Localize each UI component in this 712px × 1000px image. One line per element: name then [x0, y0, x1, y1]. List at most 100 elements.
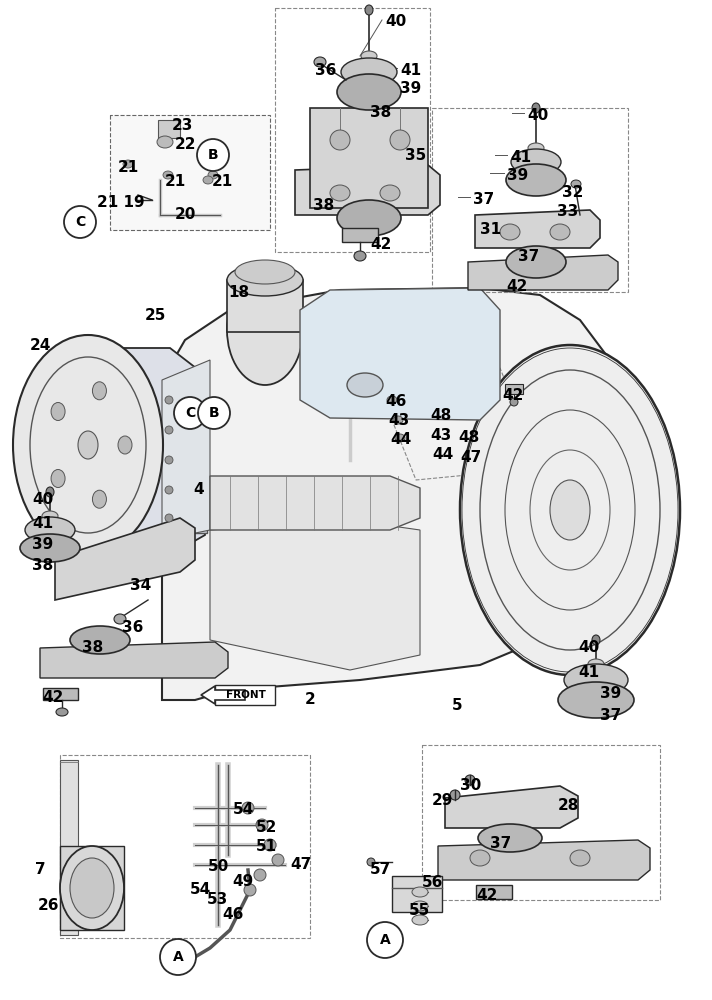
Ellipse shape — [25, 517, 75, 543]
Ellipse shape — [165, 486, 173, 494]
Text: 42: 42 — [502, 388, 523, 403]
Ellipse shape — [341, 58, 397, 86]
Text: 37: 37 — [490, 836, 511, 851]
Text: 23: 23 — [172, 118, 194, 133]
Text: 32: 32 — [562, 185, 583, 200]
Bar — [342, 228, 378, 242]
Text: 38: 38 — [82, 640, 103, 655]
Text: 46: 46 — [222, 907, 244, 922]
Ellipse shape — [244, 884, 256, 896]
Text: 38: 38 — [370, 105, 392, 120]
Text: 57: 57 — [370, 862, 392, 877]
Text: 30: 30 — [460, 778, 481, 793]
Text: 41: 41 — [510, 150, 531, 165]
Polygon shape — [88, 348, 205, 555]
Ellipse shape — [93, 490, 106, 508]
Bar — [505, 384, 523, 394]
Text: 41: 41 — [400, 63, 421, 78]
Ellipse shape — [564, 664, 628, 696]
Text: 31: 31 — [480, 222, 501, 237]
Circle shape — [174, 397, 206, 429]
Ellipse shape — [330, 185, 350, 201]
Ellipse shape — [528, 143, 544, 153]
Ellipse shape — [118, 436, 132, 454]
Ellipse shape — [347, 373, 383, 397]
Ellipse shape — [70, 858, 114, 918]
Ellipse shape — [478, 824, 542, 852]
Text: 39: 39 — [600, 686, 622, 701]
Bar — [392, 876, 442, 912]
Ellipse shape — [393, 416, 403, 424]
Text: 20: 20 — [175, 207, 197, 222]
Ellipse shape — [365, 5, 373, 15]
Text: 44: 44 — [432, 447, 454, 462]
Ellipse shape — [70, 626, 130, 654]
Ellipse shape — [242, 802, 254, 814]
Ellipse shape — [208, 171, 218, 179]
Ellipse shape — [337, 200, 401, 236]
Text: 49: 49 — [232, 874, 253, 889]
Ellipse shape — [592, 635, 600, 645]
Text: 43: 43 — [430, 428, 451, 443]
Ellipse shape — [256, 819, 268, 831]
Ellipse shape — [412, 915, 428, 925]
Circle shape — [64, 206, 96, 238]
Text: 5: 5 — [452, 698, 463, 713]
Text: 48: 48 — [430, 408, 451, 423]
Bar — [310, 108, 428, 208]
Ellipse shape — [165, 396, 173, 404]
Ellipse shape — [470, 850, 490, 866]
Ellipse shape — [227, 264, 303, 296]
Text: 42: 42 — [370, 237, 392, 252]
Text: 18: 18 — [228, 285, 249, 300]
Text: 34: 34 — [130, 578, 151, 593]
Text: 4: 4 — [193, 482, 204, 497]
Text: 54: 54 — [233, 802, 254, 817]
Ellipse shape — [227, 275, 303, 385]
Ellipse shape — [337, 74, 401, 110]
Ellipse shape — [550, 224, 570, 240]
Text: 24: 24 — [30, 338, 51, 353]
Ellipse shape — [123, 160, 133, 168]
Ellipse shape — [395, 434, 405, 442]
Text: 42: 42 — [506, 279, 528, 294]
Ellipse shape — [163, 171, 173, 179]
Text: 41: 41 — [578, 665, 599, 680]
Text: 46: 46 — [385, 394, 407, 409]
Ellipse shape — [511, 149, 561, 175]
Polygon shape — [40, 642, 228, 678]
Ellipse shape — [500, 224, 520, 240]
Ellipse shape — [460, 345, 680, 675]
Polygon shape — [445, 786, 578, 828]
Text: 33: 33 — [557, 204, 578, 219]
Polygon shape — [210, 476, 420, 530]
Text: 35: 35 — [405, 148, 426, 163]
Ellipse shape — [114, 614, 126, 624]
Ellipse shape — [51, 470, 65, 488]
Ellipse shape — [203, 176, 213, 184]
Text: 36: 36 — [122, 620, 143, 635]
Text: 37: 37 — [473, 192, 494, 207]
Text: 25: 25 — [145, 308, 167, 323]
Ellipse shape — [46, 487, 54, 497]
Text: A: A — [379, 933, 390, 947]
Bar — [476, 885, 512, 899]
Ellipse shape — [571, 180, 581, 188]
Text: 26: 26 — [38, 898, 60, 913]
Ellipse shape — [506, 164, 566, 196]
Bar — [60, 846, 124, 930]
Text: 47: 47 — [460, 450, 481, 465]
Text: 51: 51 — [256, 839, 277, 854]
Ellipse shape — [51, 402, 65, 420]
Text: 2: 2 — [305, 692, 315, 707]
Ellipse shape — [367, 858, 375, 866]
Bar — [227, 280, 303, 332]
Bar — [43, 688, 78, 700]
Ellipse shape — [78, 431, 98, 459]
Text: B: B — [208, 148, 219, 162]
Text: 39: 39 — [400, 81, 422, 96]
Ellipse shape — [254, 869, 266, 881]
Text: 47: 47 — [290, 857, 311, 872]
Bar — [215, 685, 275, 705]
Polygon shape — [438, 840, 650, 880]
